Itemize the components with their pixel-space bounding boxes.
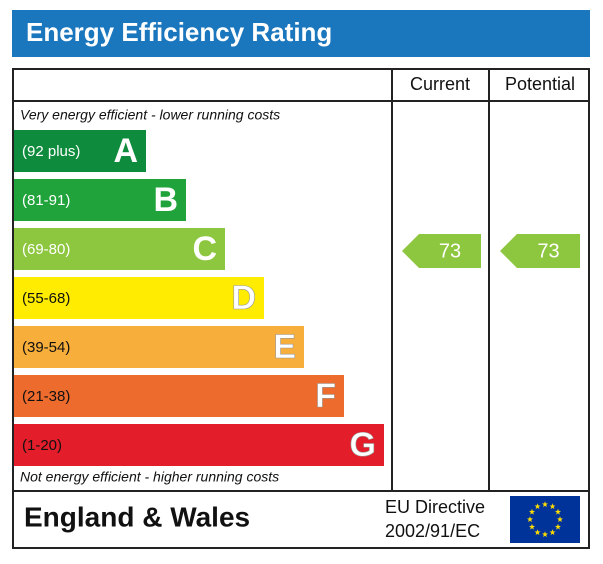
band-range: (1-20) xyxy=(22,437,62,454)
eu-star xyxy=(549,503,556,510)
rating-arrow xyxy=(500,234,580,268)
title: Energy Efficiency Rating xyxy=(26,17,332,47)
eu-star xyxy=(554,508,561,515)
current-header: Current xyxy=(410,74,470,94)
eu-star xyxy=(557,516,563,523)
band-bar xyxy=(14,424,384,466)
band-range: (21-38) xyxy=(22,388,70,405)
eu-star xyxy=(529,523,536,530)
eu-star xyxy=(554,523,561,530)
band-letter: D xyxy=(231,279,256,317)
band-bar xyxy=(14,179,186,221)
eu-star xyxy=(534,503,541,510)
band-range: (55-68) xyxy=(22,290,70,307)
band-letter: G xyxy=(350,426,376,464)
frame xyxy=(12,68,590,549)
band-bar xyxy=(14,326,304,368)
band-bar xyxy=(14,375,344,417)
directive-line: EU Directive xyxy=(385,497,485,517)
top-note: Very energy efficient - lower running co… xyxy=(20,107,280,123)
rating-arrow xyxy=(402,234,481,268)
band-letter: E xyxy=(273,328,296,366)
eu-star xyxy=(534,529,541,536)
band-letter: C xyxy=(192,230,217,268)
band-range: (92 plus) xyxy=(22,143,80,160)
eu-star xyxy=(529,508,536,515)
potential-header: Potential xyxy=(505,74,575,94)
directive-line: 2002/91/EC xyxy=(385,521,480,541)
eu-star xyxy=(527,516,533,523)
rating-value: 73 xyxy=(439,240,461,262)
bottom-note: Not energy efficient - higher running co… xyxy=(20,469,279,485)
eu-star xyxy=(542,501,548,508)
band-letter: A xyxy=(113,132,138,170)
rating-value: 73 xyxy=(537,240,559,262)
band-range: (69-80) xyxy=(22,241,70,258)
band-bar xyxy=(14,277,264,319)
eu-star xyxy=(542,531,548,538)
band-bar xyxy=(14,228,225,270)
band-bar xyxy=(14,130,146,172)
eu-star xyxy=(549,529,556,536)
band-letter: B xyxy=(153,181,178,219)
title-bar xyxy=(12,10,590,57)
band-range: (81-91) xyxy=(22,192,70,209)
band-letter: F xyxy=(315,377,336,415)
band-range: (39-54) xyxy=(22,339,70,356)
region: England & Wales xyxy=(24,501,250,532)
